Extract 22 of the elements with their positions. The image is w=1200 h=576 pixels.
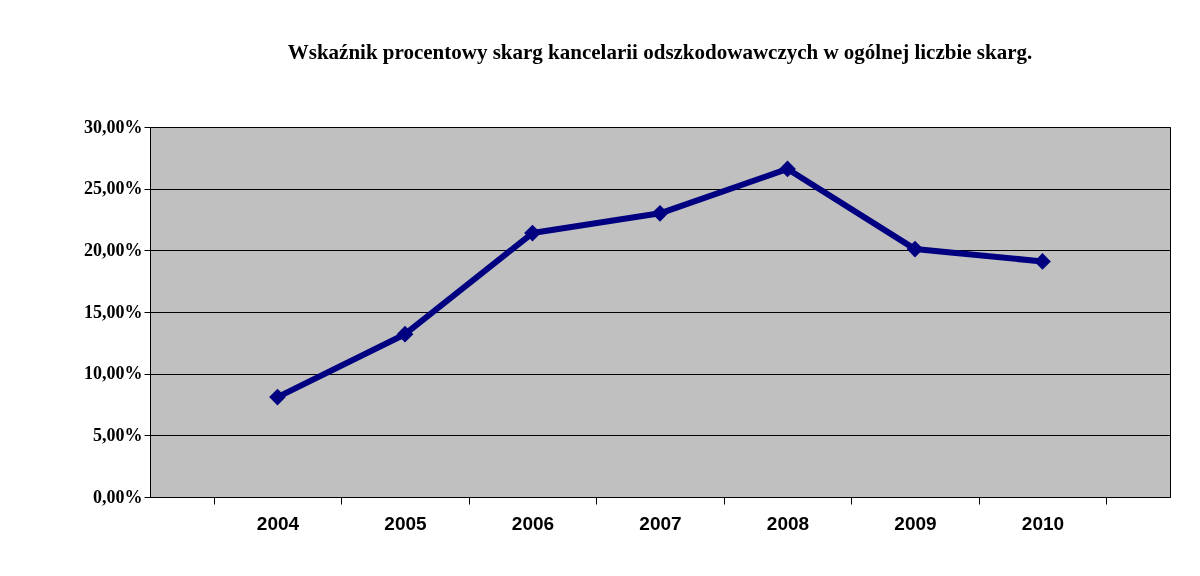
y-tick-label: 25,00% [84,178,143,199]
x-tick-label: 2008 [766,512,810,534]
x-tick-label: 2010 [1021,512,1065,534]
y-tick-label: 20,00% [84,239,143,260]
y-tick-label: 0,00% [93,486,143,507]
x-tick-label: 2006 [511,512,555,534]
x-tick-label: 2005 [384,512,428,534]
y-tick-label: 10,00% [84,363,143,384]
point [1034,253,1051,270]
y-tick-label: 5,00% [93,424,143,445]
x-tick-label: 2009 [894,512,937,534]
x-tick-label: 2004 [256,512,300,534]
y-tick-label: 15,00% [84,301,143,322]
chart-title: Wskaźnik procentowy skarg kancelarii odszkodowawczych w ogólnej liczbie skarg. [287,40,1033,64]
point [651,204,669,222]
point [269,388,286,406]
point [779,160,796,178]
point [524,224,541,242]
point [906,240,924,258]
point [396,325,414,343]
y-tick-label: 30,00% [84,116,143,137]
x-tick-label: 2007 [639,512,682,534]
